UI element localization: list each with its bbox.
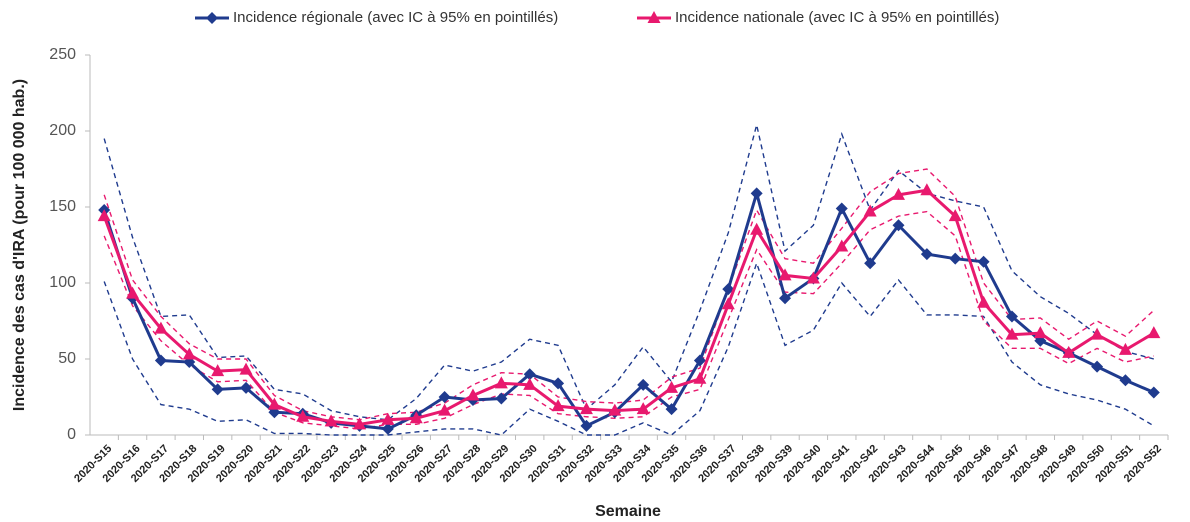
marker (779, 292, 792, 305)
marker (1091, 360, 1104, 373)
marker (381, 422, 394, 435)
marker (863, 204, 877, 217)
marker (438, 391, 451, 403)
marker (750, 222, 764, 235)
ci-line (103, 124, 1155, 421)
marker (182, 347, 196, 360)
legend-marker (647, 11, 661, 23)
marker (835, 239, 849, 252)
marker (948, 209, 962, 222)
y-axis-label: Incidence des cas d'IRA (pour 100 000 ha… (11, 79, 28, 411)
marker (636, 402, 650, 415)
marker (778, 268, 792, 281)
marker (1118, 342, 1132, 355)
marker (1062, 345, 1076, 358)
legend-label: Incidence nationale (avec IC à 95% en po… (675, 9, 999, 26)
marker (324, 414, 338, 427)
series-line (102, 188, 1155, 426)
x-axis-label: Semaine (595, 503, 661, 520)
marker (892, 219, 905, 232)
marker (1005, 327, 1019, 340)
y-tick-label: 150 (49, 198, 76, 215)
marker (495, 392, 508, 405)
marker (126, 286, 140, 299)
marker (240, 381, 253, 394)
marker (1005, 310, 1018, 323)
y-tick-label: 200 (49, 122, 76, 139)
series-line (102, 187, 1155, 431)
ci-line (103, 210, 1154, 430)
marker (892, 187, 905, 200)
marker (211, 383, 224, 396)
y-tick-label: 100 (49, 274, 76, 291)
marker (835, 202, 848, 215)
marker (750, 187, 763, 200)
marker (977, 255, 990, 268)
marker (977, 295, 991, 308)
marker (1033, 326, 1047, 339)
marker (438, 403, 452, 416)
marker (466, 388, 480, 401)
marker (580, 419, 593, 432)
marker (353, 417, 366, 430)
marker (920, 248, 933, 261)
marker (154, 321, 168, 334)
marker (722, 283, 735, 296)
ci-line (103, 168, 1155, 421)
marker (97, 209, 111, 222)
marker (806, 271, 820, 284)
marker (637, 378, 650, 391)
marker (381, 412, 395, 425)
y-tick-label: 50 (58, 350, 76, 367)
marker (949, 252, 962, 265)
y-tick-label: 0 (67, 426, 76, 443)
marker (721, 297, 735, 310)
marker (494, 376, 508, 389)
marker (693, 371, 707, 384)
y-tick-label: 250 (49, 46, 76, 63)
marker (864, 257, 877, 270)
marker (920, 183, 934, 196)
marker (1119, 374, 1132, 387)
marker (1090, 327, 1104, 340)
marker (608, 403, 622, 416)
marker (693, 354, 706, 367)
marker (296, 409, 310, 422)
legend-label: Incidence régionale (avec IC à 95% en po… (233, 9, 558, 26)
marker (239, 362, 253, 375)
marker (267, 397, 281, 410)
marker (523, 377, 537, 390)
marker (665, 380, 679, 393)
marker (1147, 326, 1161, 339)
marker (523, 368, 536, 381)
marker (1147, 386, 1160, 399)
legend-marker (206, 12, 218, 24)
marker (154, 354, 167, 367)
marker (579, 402, 593, 415)
marker (409, 411, 423, 424)
marker (551, 399, 565, 412)
marker (211, 364, 225, 377)
marker (552, 377, 565, 390)
marker (665, 403, 678, 416)
